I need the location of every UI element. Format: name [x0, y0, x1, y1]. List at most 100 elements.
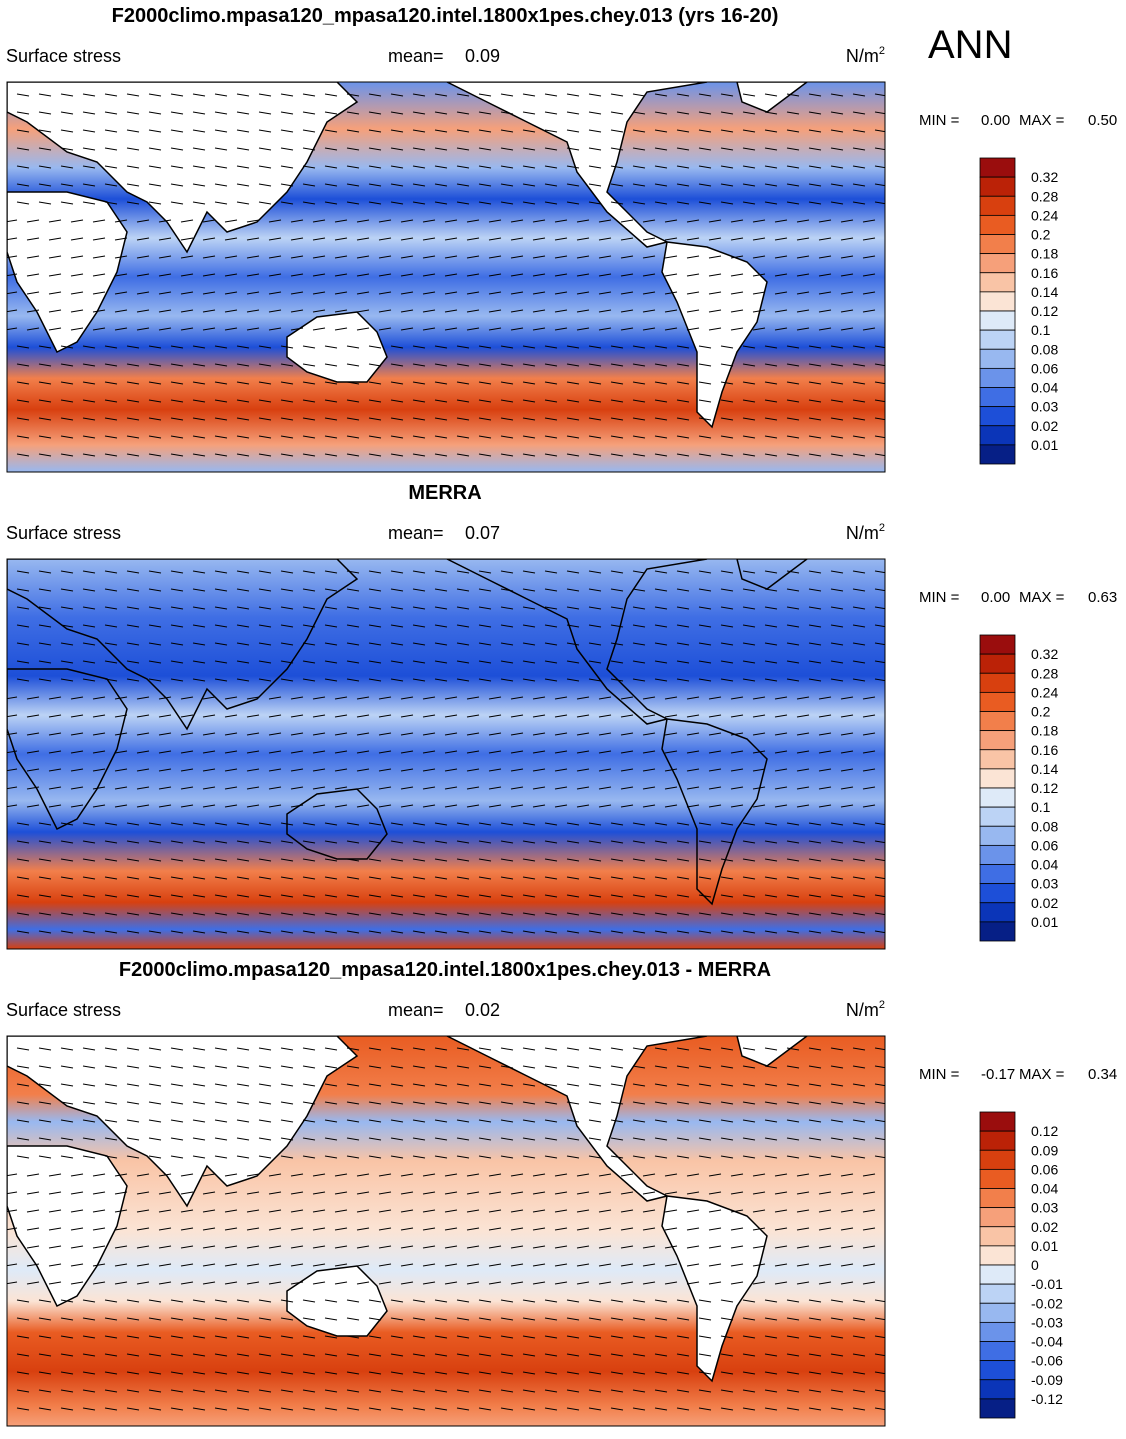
wind-arrow: [268, 1227, 282, 1231]
wind-arrow: [456, 876, 470, 880]
wind-arrow: [874, 1047, 885, 1051]
wind-arrow: [346, 930, 360, 934]
wind-arrow: [368, 858, 382, 862]
wind-arrow: [82, 1317, 96, 1321]
wind-arrow: [566, 1335, 580, 1339]
wind-arrow: [554, 804, 568, 808]
wind-arrow: [214, 660, 228, 664]
wind-arrow: [478, 1299, 492, 1303]
wind-arrow: [808, 363, 822, 367]
wind-arrow: [852, 1137, 866, 1141]
wind-arrow: [642, 1263, 656, 1267]
wind-arrow: [598, 273, 612, 277]
wind-arrow: [566, 363, 580, 367]
wind-arrow: [818, 786, 832, 790]
wind-arrow: [214, 606, 228, 610]
wind-arrow: [544, 363, 558, 367]
wind-arrow: [720, 822, 734, 826]
wind-arrow: [686, 786, 700, 790]
wind-arrow: [390, 201, 404, 205]
wind-arrow: [830, 1083, 844, 1087]
wind-arrow: [92, 1227, 106, 1231]
wind-arrow: [478, 111, 492, 115]
wind-arrow: [676, 822, 690, 826]
wind-arrow: [610, 588, 624, 592]
wind-arrow: [324, 345, 338, 349]
wind-arrow: [346, 1353, 360, 1357]
colorbar-box: [979, 902, 1016, 923]
wind-arrow: [730, 273, 744, 277]
wind-arrow: [764, 201, 778, 205]
wind-arrow: [742, 1137, 756, 1141]
wind-arrow: [730, 750, 744, 754]
wind-arrow: [324, 147, 338, 151]
wind-arrow: [742, 1101, 756, 1105]
wind-arrow: [16, 1047, 30, 1051]
wind-arrow: [764, 1083, 778, 1087]
wind-arrow: [752, 1263, 766, 1267]
wind-arrow: [26, 1227, 40, 1231]
wind-arrow: [390, 894, 404, 898]
wind-arrow: [16, 840, 30, 844]
wind-arrow: [566, 345, 580, 349]
wind-arrow: [610, 606, 624, 610]
wind-arrow: [390, 678, 404, 682]
min-label: MIN =: [919, 112, 960, 129]
wind-arrow: [158, 696, 172, 700]
wind-arrow: [92, 1281, 106, 1285]
wind-arrow: [786, 453, 800, 457]
wind-arrow: [236, 363, 250, 367]
wind-arrow: [126, 453, 140, 457]
wind-arrow: [236, 606, 250, 610]
wind-arrow: [82, 642, 96, 646]
max-label: MAX =: [1019, 589, 1065, 606]
wind-arrow: [400, 1227, 414, 1231]
wind-arrow: [312, 1209, 326, 1213]
wind-arrow: [412, 1299, 426, 1303]
wind-arrow: [422, 1227, 436, 1231]
wind-arrow: [466, 1209, 480, 1213]
wind-arrow: [7, 219, 18, 223]
wind-arrow: [202, 1209, 216, 1213]
wind-arrow: [522, 381, 536, 385]
wind-arrow: [774, 1191, 788, 1195]
wind-arrow: [478, 183, 492, 187]
wind-arrow: [456, 642, 470, 646]
wind-arrow: [412, 435, 426, 439]
wind-arrow: [488, 1191, 502, 1195]
wind-arrow: [378, 327, 392, 331]
wind-arrow: [764, 894, 778, 898]
wind-arrow: [16, 642, 30, 646]
wind-arrow: [488, 732, 502, 736]
wind-arrow: [500, 660, 514, 664]
wind-arrow: [610, 930, 624, 934]
wind-arrow: [478, 930, 492, 934]
wind-arrow: [708, 327, 722, 331]
wind-arrow: [26, 237, 40, 241]
wind-arrow: [730, 1227, 744, 1231]
wind-arrow: [312, 696, 326, 700]
wind-arrow: [522, 1407, 536, 1411]
wind-arrow: [874, 1137, 885, 1141]
wind-arrow: [840, 255, 854, 259]
wind-arrow: [532, 237, 546, 241]
wind-arrow: [214, 1101, 228, 1105]
wind-arrow: [236, 1317, 250, 1321]
wind-arrow: [104, 1047, 118, 1051]
wind-arrow: [280, 417, 294, 421]
wind-arrow: [280, 1155, 294, 1159]
colorbar-label: 0.18: [1031, 246, 1058, 262]
wind-arrow: [16, 183, 30, 187]
wind-arrow: [830, 930, 844, 934]
wind-arrow: [522, 840, 536, 844]
wind-arrow: [258, 1389, 272, 1393]
wind-arrow: [500, 1317, 514, 1321]
wind-arrow: [148, 1065, 162, 1069]
wind-arrow: [126, 129, 140, 133]
wind-arrow: [632, 129, 646, 133]
wind-arrow: [38, 642, 52, 646]
wind-arrow: [170, 1371, 184, 1375]
wind-arrow: [796, 1209, 810, 1213]
wind-arrow: [664, 255, 678, 259]
wind-arrow: [544, 1065, 558, 1069]
